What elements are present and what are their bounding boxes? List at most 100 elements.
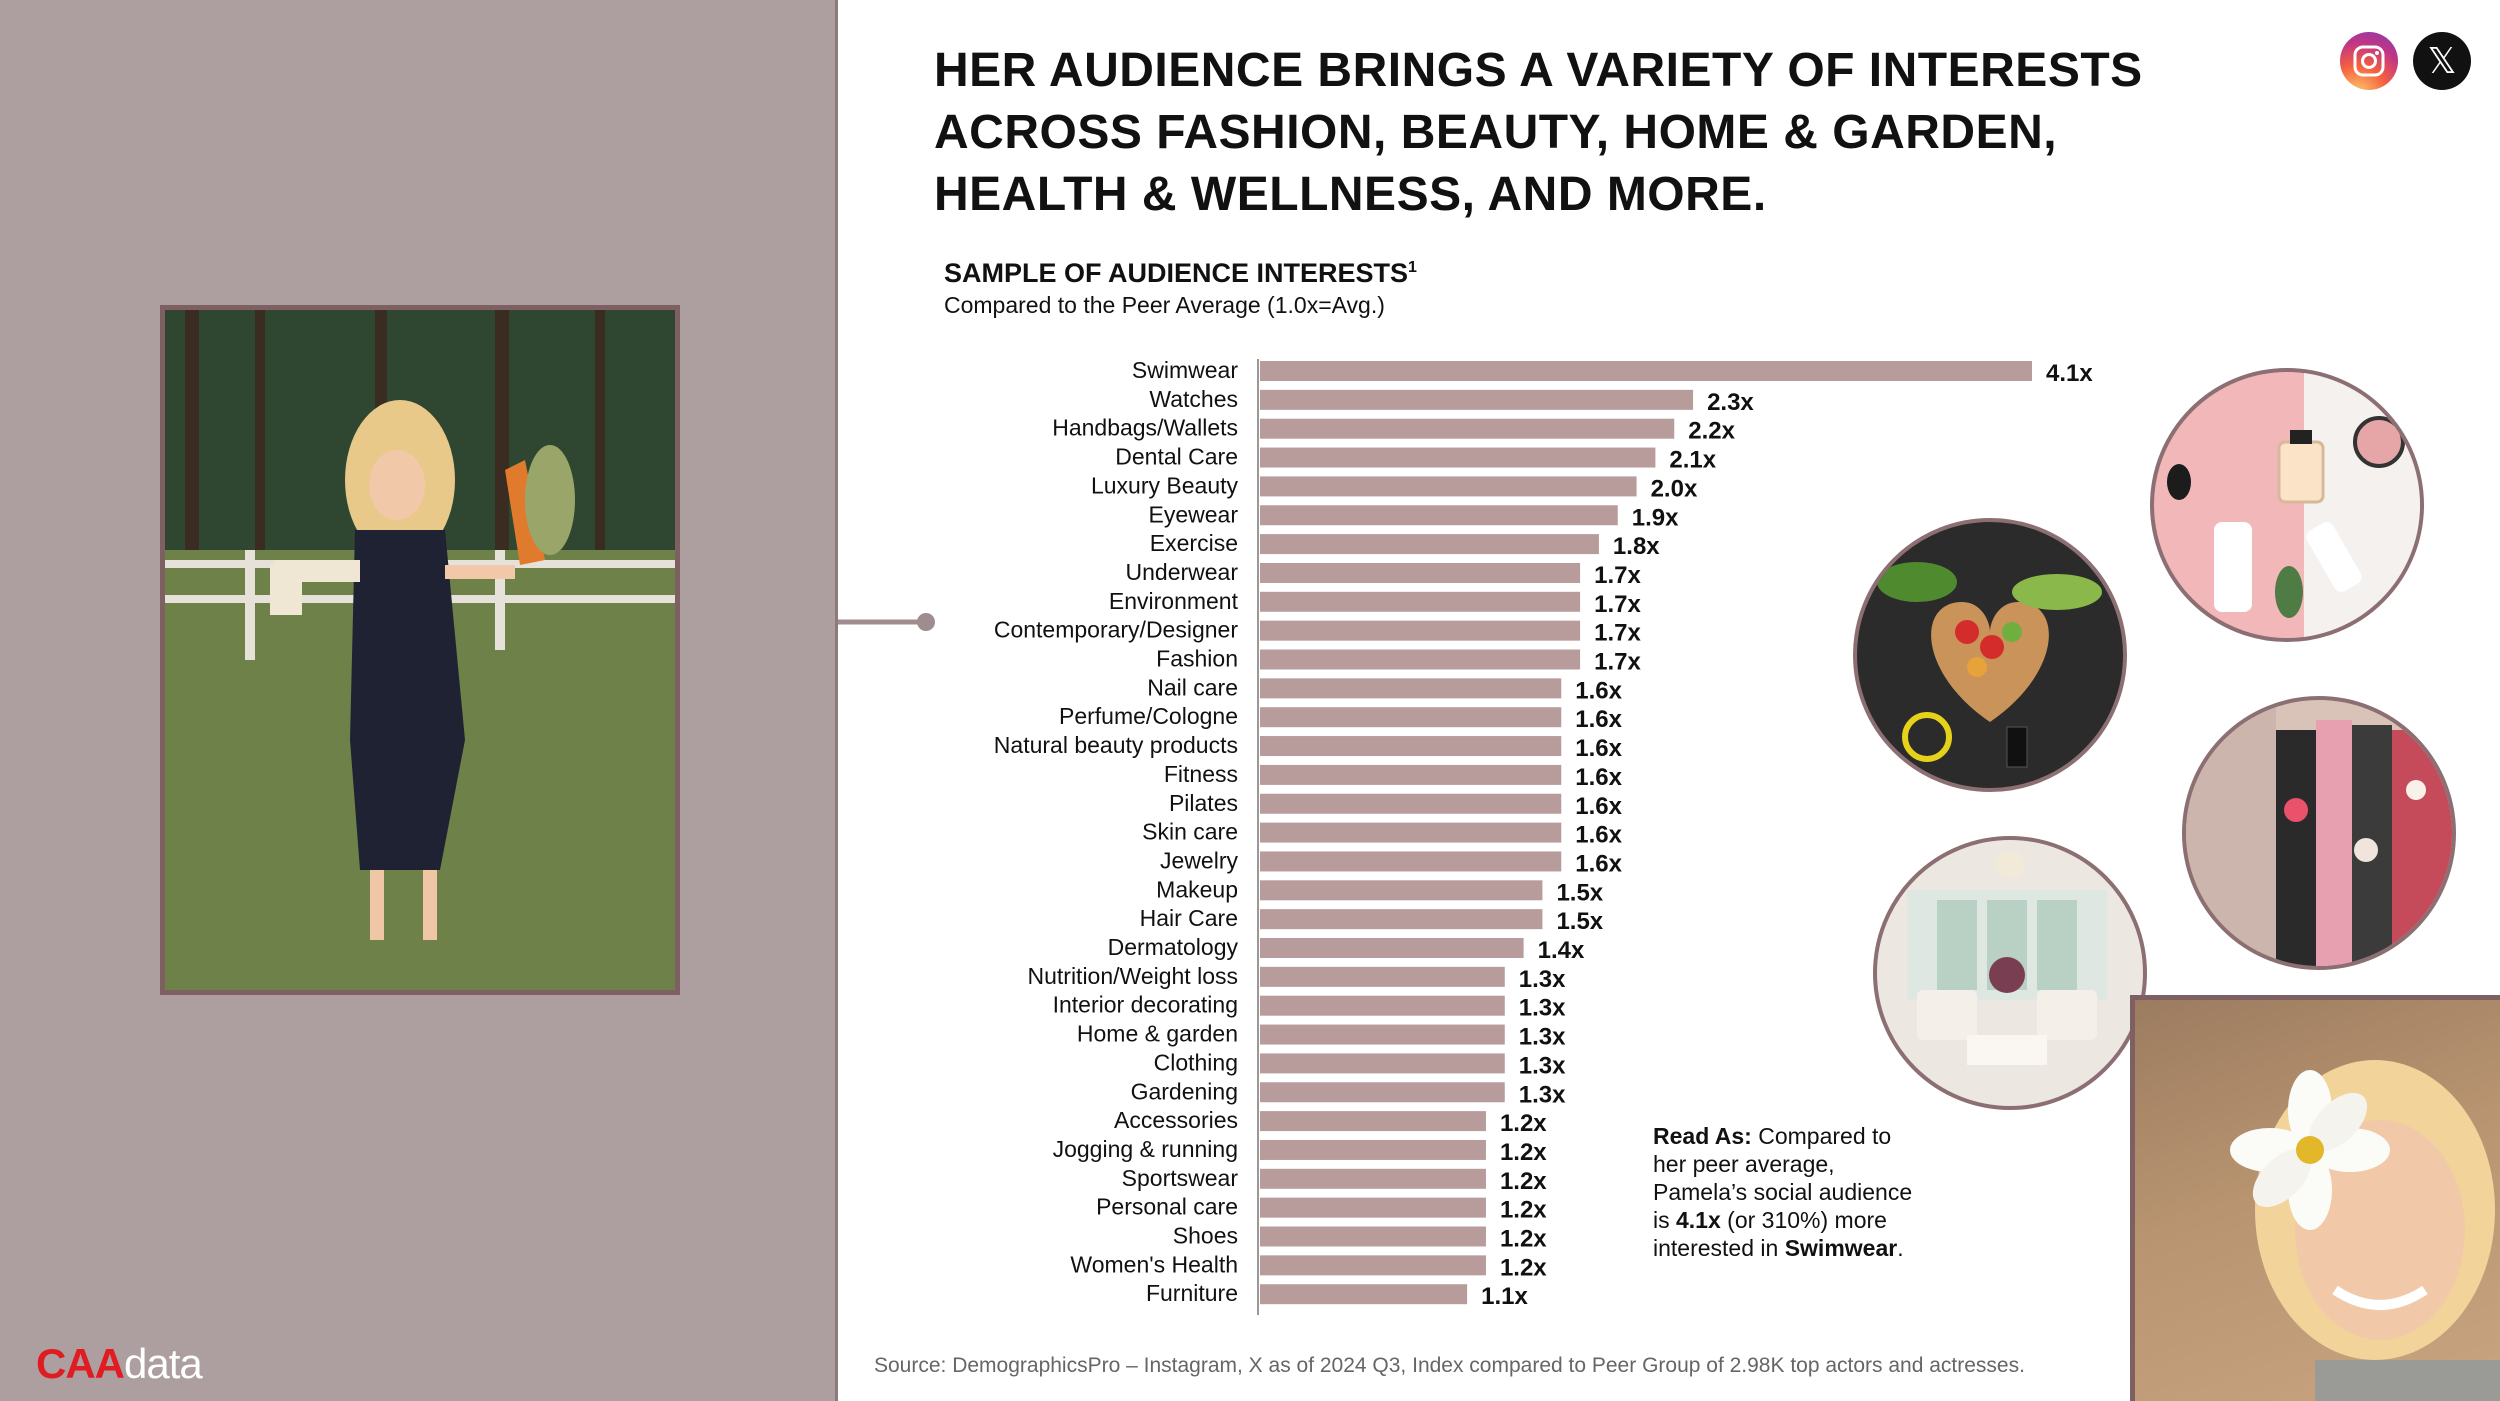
bar-0	[1260, 361, 2032, 381]
bar-6	[1260, 534, 1599, 555]
value-label: 1.7x	[1594, 620, 1641, 647]
bar-3	[1260, 447, 1656, 468]
bar-1	[1260, 389, 1694, 410]
value-label: 1.2x	[1500, 1226, 1547, 1253]
bar-14	[1260, 764, 1562, 785]
bar-2	[1260, 418, 1675, 439]
interior-room-photo	[1873, 836, 2147, 1110]
value-label: 1.3x	[1519, 966, 1566, 993]
category-label: Fitness	[1164, 761, 1238, 787]
value-label: 1.5x	[1556, 879, 1603, 906]
bar-32	[1260, 1284, 1468, 1305]
source-footnote: Source: DemographicsPro – Instagram, X a…	[874, 1354, 2025, 1377]
chart-subtitle: Compared to the Peer Average (1.0x=Avg.)	[944, 292, 1385, 318]
bar-15	[1260, 793, 1562, 814]
bar-8	[1260, 591, 1581, 612]
value-label: 1.3x	[1519, 1052, 1566, 1079]
category-label: Personal care	[1096, 1194, 1238, 1220]
value-label: 1.6x	[1575, 706, 1622, 733]
category-label: Accessories	[1114, 1107, 1238, 1133]
x-icon[interactable]: 𝕏	[2413, 32, 2471, 90]
category-label: Dental Care	[1115, 444, 1238, 470]
category-label: Gardening	[1131, 1078, 1238, 1104]
value-label: 1.1x	[1481, 1283, 1528, 1310]
bar-30	[1260, 1226, 1486, 1247]
chart-title: SAMPLE OF AUDIENCE INTERESTS1	[944, 258, 1417, 288]
value-label: 2.1x	[1669, 447, 1716, 474]
bar-31	[1260, 1255, 1486, 1276]
bar-13	[1260, 736, 1562, 757]
value-label: 1.6x	[1575, 735, 1622, 762]
bar-10	[1260, 649, 1581, 670]
category-label: Pilates	[1169, 790, 1238, 816]
bar-12	[1260, 707, 1562, 728]
value-label: 1.2x	[1500, 1197, 1547, 1224]
value-label: 1.5x	[1556, 908, 1603, 935]
category-label: Environment	[1109, 588, 1239, 614]
value-label: 1.2x	[1500, 1254, 1547, 1281]
category-label: Skin care	[1142, 819, 1238, 845]
bar-29	[1260, 1197, 1486, 1218]
bar-20	[1260, 938, 1524, 958]
portrait-photo	[160, 305, 680, 995]
category-label: Underwear	[1126, 559, 1239, 585]
value-label: 2.0x	[1651, 475, 1698, 502]
instagram-icon[interactable]	[2340, 32, 2398, 90]
value-label: 1.3x	[1519, 995, 1566, 1022]
bar-28	[1260, 1168, 1486, 1189]
beauty-products-photo	[2150, 368, 2424, 642]
value-label: 1.7x	[1594, 562, 1641, 589]
category-label: Watches	[1149, 386, 1238, 412]
bar-5	[1260, 505, 1618, 526]
page-title: HER AUDIENCE BRINGS A VARIETY OF INTERES…	[934, 44, 2143, 221]
value-label: 1.6x	[1575, 822, 1622, 849]
value-label: 1.4x	[1538, 937, 1585, 964]
bar-22	[1260, 995, 1505, 1016]
value-label: 4.1x	[2046, 360, 2093, 387]
connector-line	[838, 613, 935, 631]
category-label: Exercise	[1150, 530, 1238, 556]
category-label: Eyewear	[1149, 501, 1239, 527]
healthy-food-photo	[1853, 518, 2127, 792]
value-label: 1.6x	[1575, 677, 1622, 704]
category-label: Makeup	[1156, 876, 1238, 902]
bar-23	[1260, 1024, 1505, 1045]
smiling-woman-photo	[2130, 995, 2500, 1401]
category-label: Sportswear	[1122, 1165, 1239, 1191]
value-label: 1.7x	[1594, 649, 1641, 676]
category-label: Luxury Beauty	[1091, 472, 1239, 498]
read-as-note: Read As: Compared to her peer average, P…	[1653, 1123, 1913, 1261]
bar-18	[1260, 880, 1543, 901]
category-label: Furniture	[1146, 1280, 1238, 1306]
clothing-rack-photo	[2182, 696, 2456, 970]
bar-27	[1260, 1139, 1486, 1160]
category-label: Dermatology	[1108, 934, 1239, 960]
category-label: Perfume/Cologne	[1059, 703, 1238, 729]
category-label: Jogging & running	[1053, 1136, 1238, 1162]
bar-7	[1260, 562, 1581, 583]
category-label: Natural beauty products	[994, 732, 1238, 758]
left-photo-panel: CAAdata	[0, 0, 838, 1401]
category-label: Home & garden	[1077, 1021, 1238, 1047]
category-label: Hair Care	[1140, 905, 1238, 931]
value-label: 1.6x	[1575, 850, 1622, 877]
category-label: Jewelry	[1160, 847, 1238, 873]
category-label: Shoes	[1173, 1223, 1238, 1249]
value-label: 2.2x	[1688, 418, 1735, 445]
value-label: 1.6x	[1575, 764, 1622, 791]
bar-9	[1260, 620, 1581, 641]
category-label: Fashion	[1156, 646, 1238, 672]
value-label: 1.6x	[1575, 793, 1622, 820]
category-label: Nutrition/Weight loss	[1028, 963, 1239, 989]
value-label: 1.2x	[1500, 1139, 1547, 1166]
value-label: 2.3x	[1707, 389, 1754, 416]
category-label: Handbags/Wallets	[1052, 415, 1238, 441]
value-label: 1.3x	[1519, 1081, 1566, 1108]
category-label: Interior decorating	[1053, 992, 1238, 1018]
category-label: Contemporary/Designer	[994, 617, 1239, 643]
value-label: 1.2x	[1500, 1110, 1547, 1137]
category-label: Clothing	[1154, 1049, 1238, 1075]
bar-11	[1260, 678, 1562, 699]
bar-4	[1260, 476, 1637, 497]
